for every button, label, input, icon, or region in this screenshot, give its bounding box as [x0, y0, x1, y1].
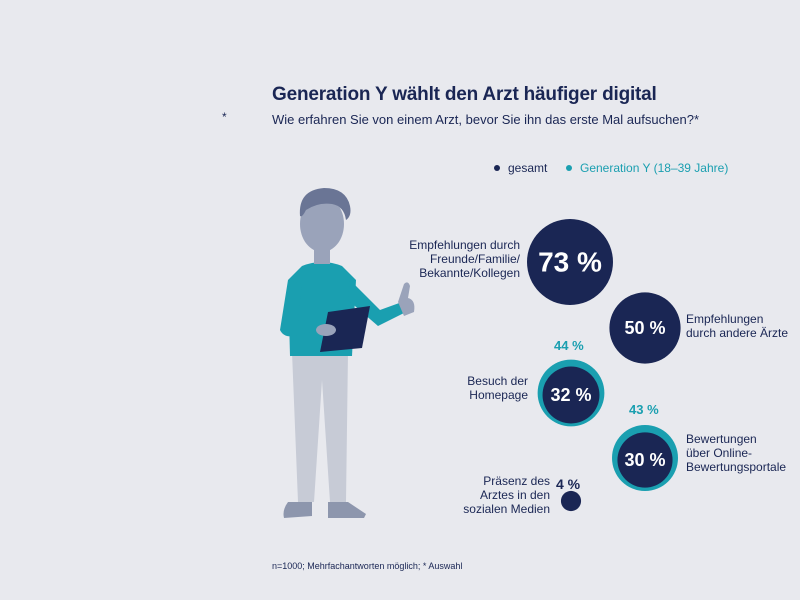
person-illustration	[280, 188, 415, 518]
category-label-homepage: Besuch der Homepage	[440, 374, 528, 402]
bubble-total-online-reviews	[617, 432, 673, 488]
legend-label-geny: Generation Y (18–39 Jahre)	[580, 161, 729, 175]
person-legs	[292, 352, 348, 502]
category-label-line: Präsenz des	[483, 474, 550, 488]
bubble-total-social-media	[560, 490, 582, 512]
total-value-social-media: 4 %	[556, 476, 581, 492]
person-shoe-left	[283, 502, 312, 518]
geny-value-online-reviews: 43 %	[629, 402, 659, 417]
category-label-line: Freunde/Familie/	[429, 252, 520, 266]
value-label-total-homepage: 32 %	[550, 385, 591, 405]
value-label-total-recommendation-doctors: 50 %	[624, 318, 665, 338]
category-label-line: sozialen Medien	[463, 502, 550, 516]
category-label-line: Homepage	[469, 388, 528, 402]
chart-title: Generation Y wählt den Arzt häufiger dig…	[272, 84, 657, 105]
category-label-line: Bewertungen	[686, 432, 757, 446]
bubble-total-homepage	[542, 366, 600, 424]
category-label-recommendation-friends: Empfehlungen durch Freunde/Familie/ Beka…	[386, 238, 520, 280]
legend-label-total: gesamt	[508, 161, 548, 175]
legend-dot-geny	[566, 165, 572, 171]
person-hair	[299, 188, 351, 220]
tablet-icon	[320, 306, 370, 352]
value-label-total-recommendation-friends: 73 %	[538, 247, 602, 278]
bubble-total-recommendation-doctors	[609, 292, 681, 364]
category-label-line: durch andere Ärzte	[686, 326, 789, 340]
asterisk-mark: *	[222, 110, 227, 124]
category-label-line: Besuch der	[467, 374, 528, 388]
person-hand-left	[316, 324, 336, 336]
person-shoe-right	[328, 502, 366, 518]
geny-value-homepage: 44 %	[554, 338, 584, 353]
footnote: n=1000; Mehrfachantworten möglich; * Aus…	[272, 561, 463, 571]
category-label-line: über Online-	[686, 446, 753, 460]
person-neck	[314, 248, 330, 264]
chart-subtitle: Wie erfahren Sie von einem Arzt, bevor S…	[272, 112, 700, 127]
legend-item-geny: Generation Y (18–39 Jahre)	[566, 161, 728, 175]
person-head	[300, 196, 344, 252]
person-arm-left	[280, 280, 322, 337]
legend-item-total: gesamt	[494, 161, 547, 175]
category-label-social-media: Präsenz des Arztes in den sozialen Medie…	[440, 474, 550, 516]
legend-dot-total	[494, 165, 500, 171]
person-hand-right	[398, 282, 415, 316]
person-arm-right	[348, 280, 406, 326]
category-label-line: Empfehlungen	[686, 312, 764, 326]
category-label-line: Bewertungsportale	[686, 460, 787, 474]
category-label-line: Bekannte/Kollegen	[419, 266, 520, 280]
bubble-total-recommendation-friends	[527, 219, 613, 305]
category-label-line: Arztes in den	[479, 488, 550, 502]
category-label-online-reviews: Bewertungen über Online- Bewertungsporta…	[686, 432, 798, 474]
category-label-line: Empfehlungen durch	[409, 238, 520, 252]
value-label-total-online-reviews: 30 %	[624, 450, 665, 470]
category-label-recommendation-doctors: Empfehlungen durch andere Ärzte	[686, 312, 796, 340]
